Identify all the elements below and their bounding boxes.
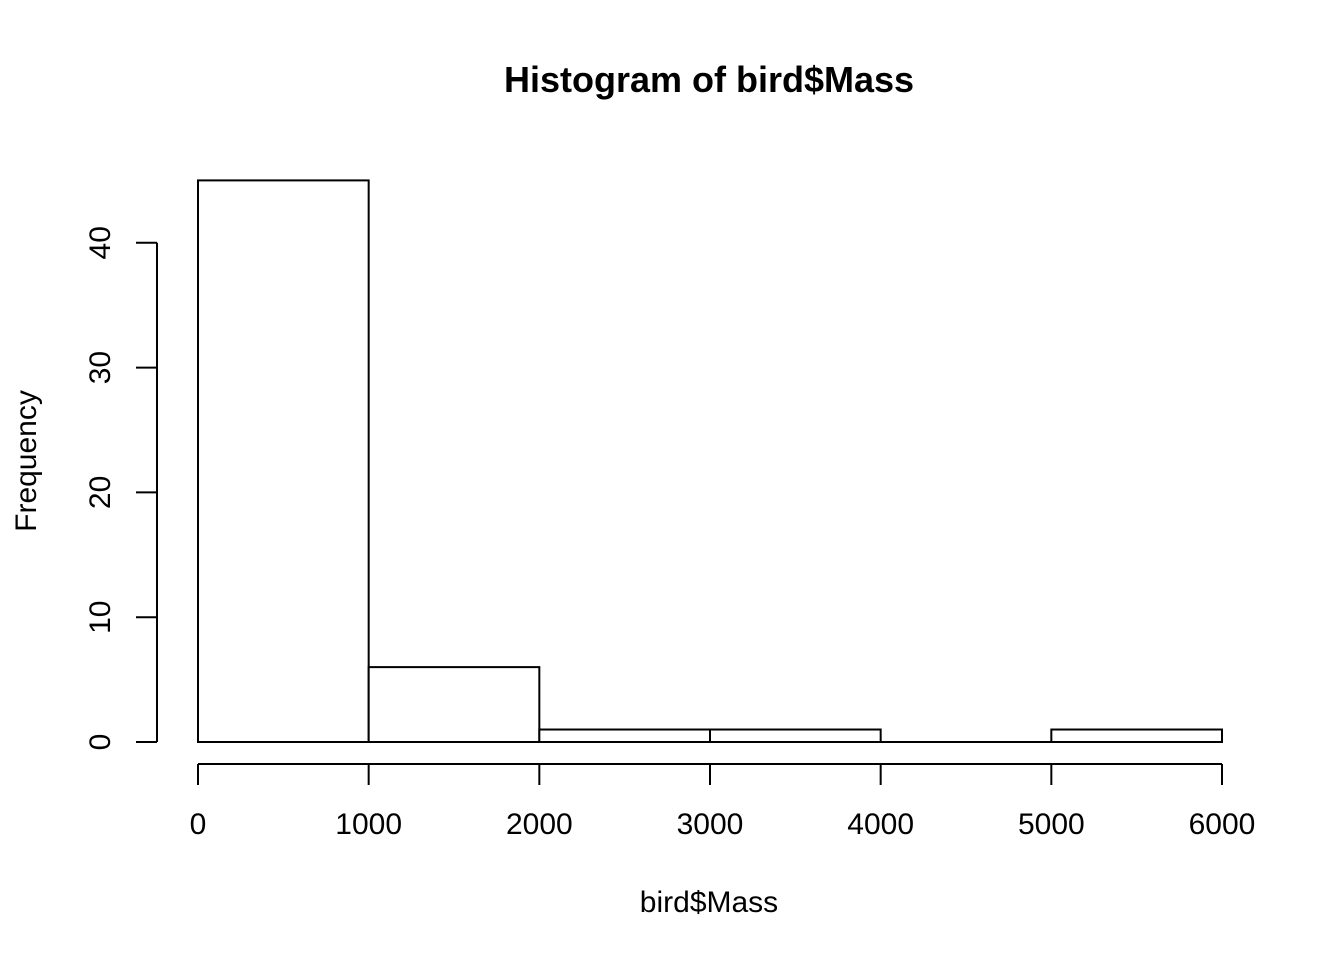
x-tick-label: 1000 bbox=[335, 808, 402, 841]
x-tick-label: 4000 bbox=[847, 808, 914, 841]
x-axis: 0 1000 2000 3000 4000 5000 6000 bbox=[190, 763, 1256, 841]
y-axis: 0 10 20 30 40 bbox=[84, 226, 158, 751]
x-tick-label: 3000 bbox=[677, 808, 744, 841]
histogram-bar bbox=[1050, 728, 1224, 744]
x-axis-label: bird$Mass bbox=[640, 886, 778, 919]
histogram-bar bbox=[367, 666, 541, 743]
x-tick-label: 5000 bbox=[1018, 808, 1085, 841]
histogram-bar bbox=[197, 179, 370, 743]
y-tick-label: 10 bbox=[84, 601, 117, 634]
y-axis-label: Frequency bbox=[10, 390, 43, 532]
histogram-bar bbox=[709, 728, 882, 744]
y-tick-label: 20 bbox=[84, 476, 117, 509]
y-tick-label: 0 bbox=[84, 734, 117, 751]
y-tick-label: 40 bbox=[84, 226, 117, 259]
bars-group bbox=[197, 179, 1224, 744]
x-tick-label: 0 bbox=[190, 808, 207, 841]
y-tick-label: 30 bbox=[84, 351, 117, 384]
histogram-bar bbox=[538, 728, 711, 744]
x-tick-label: 6000 bbox=[1189, 808, 1256, 841]
x-tick-label: 2000 bbox=[506, 808, 573, 841]
chart-title: Histogram of bird$Mass bbox=[504, 59, 914, 100]
